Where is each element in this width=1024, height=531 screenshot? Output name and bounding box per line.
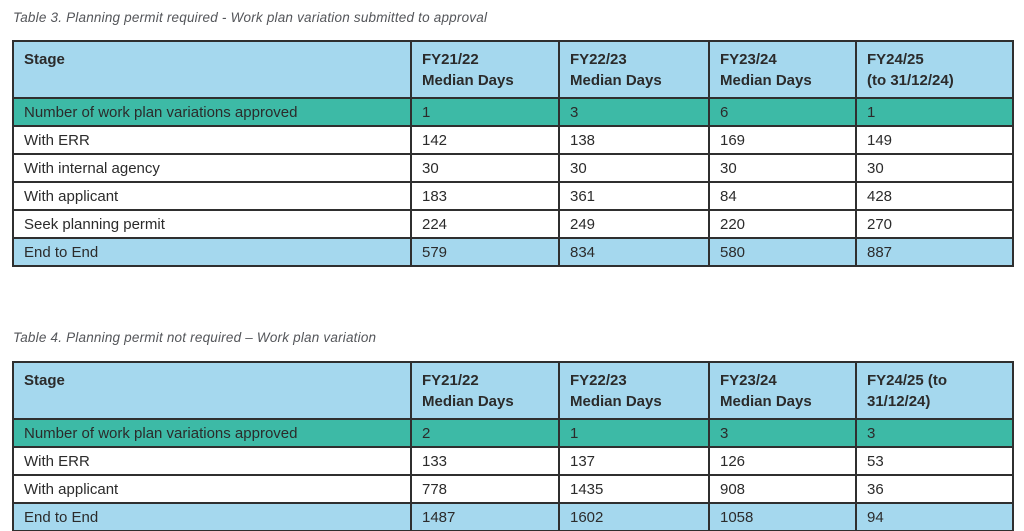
value-cell: 53 — [855, 446, 1014, 476]
table3-header-fy22-23: FY22/23 Median Days — [558, 40, 710, 99]
table4-title: Table 4. Planning permit not required – … — [13, 330, 377, 345]
table3-header-stage: Stage — [12, 40, 412, 99]
value-cell: 137 — [558, 446, 710, 476]
row-label-cell: Number of work plan variations approved — [12, 97, 412, 127]
value-cell: 834 — [558, 237, 710, 267]
value-cell: 2 — [410, 418, 560, 448]
row-label-cell: With ERR — [12, 125, 412, 155]
value-cell: 778 — [410, 474, 560, 504]
row-label-cell: Number of work plan variations approved — [12, 418, 412, 448]
value-cell: 183 — [410, 181, 560, 211]
value-cell: 1435 — [558, 474, 710, 504]
table-row: With applicant 183 361 84 428 — [12, 181, 1014, 211]
table-row: Number of work plan variations approved … — [12, 418, 1014, 448]
value-cell: 30 — [410, 153, 560, 183]
table-row: Number of work plan variations approved … — [12, 97, 1014, 127]
table-row: With applicant 778 1435 908 36 — [12, 474, 1014, 504]
value-cell: 270 — [855, 209, 1014, 239]
table4-header-fy21-22: FY21/22 Median Days — [410, 361, 560, 420]
value-cell: 169 — [708, 125, 857, 155]
value-cell: 1 — [855, 97, 1014, 127]
value-cell: 84 — [708, 181, 857, 211]
table3-header-fy21-22: FY21/22 Median Days — [410, 40, 560, 99]
row-label-cell: End to End — [12, 237, 412, 267]
row-label-cell: With applicant — [12, 181, 412, 211]
value-cell: 220 — [708, 209, 857, 239]
row-label-cell: Seek planning permit — [12, 209, 412, 239]
value-cell: 94 — [855, 502, 1014, 531]
value-cell: 30 — [855, 153, 1014, 183]
value-cell: 149 — [855, 125, 1014, 155]
row-label-cell: With internal agency — [12, 153, 412, 183]
value-cell: 428 — [855, 181, 1014, 211]
table-row: With internal agency 30 30 30 30 — [12, 153, 1014, 183]
value-cell: 1602 — [558, 502, 710, 531]
table-row: With ERR 133 137 126 53 — [12, 446, 1014, 476]
value-cell: 138 — [558, 125, 710, 155]
value-cell: 30 — [708, 153, 857, 183]
value-cell: 133 — [410, 446, 560, 476]
value-cell: 249 — [558, 209, 710, 239]
value-cell: 887 — [855, 237, 1014, 267]
table4-planning-permit-not-required: Stage FY21/22 Median Days FY22/23 Median… — [12, 361, 1014, 531]
table3-header-fy23-24: FY23/24 Median Days — [708, 40, 857, 99]
table3-title: Table 3. Planning permit required - Work… — [13, 10, 488, 25]
table3-header-row: Stage FY21/22 Median Days FY22/23 Median… — [12, 40, 1014, 99]
value-cell: 1487 — [410, 502, 560, 531]
value-cell: 580 — [708, 237, 857, 267]
value-cell: 142 — [410, 125, 560, 155]
value-cell: 579 — [410, 237, 560, 267]
row-label-cell: End to End — [12, 502, 412, 531]
value-cell: 1058 — [708, 502, 857, 531]
value-cell: 1 — [558, 418, 710, 448]
table-row: With ERR 142 138 169 149 — [12, 125, 1014, 155]
value-cell: 224 — [410, 209, 560, 239]
value-cell: 3 — [708, 418, 857, 448]
value-cell: 908 — [708, 474, 857, 504]
table4-header-fy22-23: FY22/23 Median Days — [558, 361, 710, 420]
value-cell: 3 — [558, 97, 710, 127]
table4-header-fy24-25: FY24/25 (to 31/12/24) — [855, 361, 1014, 420]
table-row: End to End 1487 1602 1058 94 — [12, 502, 1014, 531]
table-row: Seek planning permit 224 249 220 270 — [12, 209, 1014, 239]
row-label-cell: With ERR — [12, 446, 412, 476]
value-cell: 3 — [855, 418, 1014, 448]
table4-header-row: Stage FY21/22 Median Days FY22/23 Median… — [12, 361, 1014, 420]
value-cell: 6 — [708, 97, 857, 127]
table3-header-fy24-25: FY24/25 (to 31/12/24) — [855, 40, 1014, 99]
table3-planning-permit-required: Stage FY21/22 Median Days FY22/23 Median… — [12, 40, 1014, 267]
table4-header-fy23-24: FY23/24 Median Days — [708, 361, 857, 420]
table-row: End to End 579 834 580 887 — [12, 237, 1014, 267]
value-cell: 1 — [410, 97, 560, 127]
value-cell: 30 — [558, 153, 710, 183]
value-cell: 36 — [855, 474, 1014, 504]
value-cell: 126 — [708, 446, 857, 476]
table4-header-stage: Stage — [12, 361, 412, 420]
row-label-cell: With applicant — [12, 474, 412, 504]
value-cell: 361 — [558, 181, 710, 211]
